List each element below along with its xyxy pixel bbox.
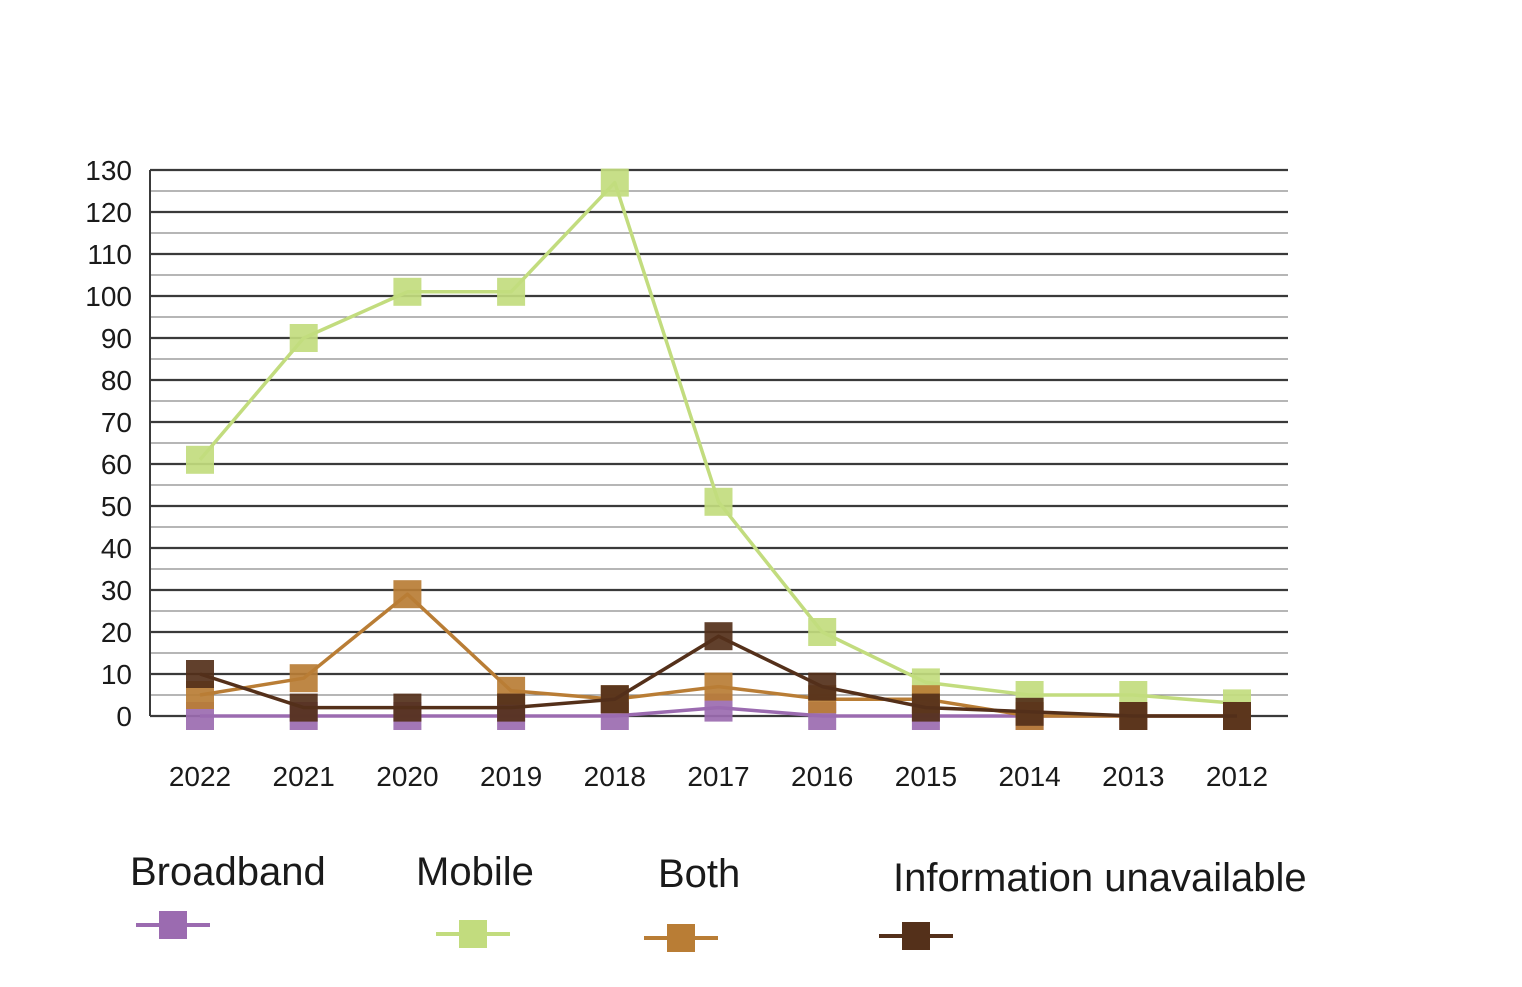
x-tick-label: 2017 xyxy=(687,761,749,792)
y-tick-label: 130 xyxy=(85,155,132,186)
x-tick-label: 2015 xyxy=(895,761,957,792)
x-axis-ticks: 2022 2021 2020 2019 2018 2017 2016 2015 2014 2013… xyxy=(169,761,1268,792)
data-point-mobile xyxy=(393,277,422,306)
x-tick-label: 2020 xyxy=(376,761,438,792)
y-tick-label: 110 xyxy=(87,239,132,270)
data-point-information-unavailable xyxy=(600,685,629,714)
legend-swatch-broadband xyxy=(136,911,210,939)
y-tick-label: 30 xyxy=(101,575,132,606)
data-point-information-unavailable xyxy=(186,660,214,688)
data-point-information-unavailable xyxy=(1015,697,1044,726)
y-tick-label: 50 xyxy=(101,491,132,522)
data-point-information-unavailable xyxy=(1119,702,1148,730)
y-tick-label: 0 xyxy=(116,701,132,732)
data-point-mobile xyxy=(289,324,318,352)
legend-item-information-unavailable: Information unavailable xyxy=(879,856,1393,956)
data-point-mobile xyxy=(600,168,629,197)
legend-item-broadband: Broadband xyxy=(130,850,390,950)
x-tick-label: 2013 xyxy=(1102,761,1164,792)
legend-swatch-both xyxy=(644,924,718,952)
y-tick-label: 120 xyxy=(85,197,132,228)
y-axis-ticks: 0 10 20 30 40 50 60 70 80 90 100 110 120 130 xyxy=(85,155,132,732)
legend-label-information-unavailable: Information unavailable xyxy=(893,856,1307,900)
data-point-information-unavailable xyxy=(808,672,837,701)
x-tick-label: 2022 xyxy=(169,761,231,792)
y-tick-label: 70 xyxy=(101,407,132,438)
data-point-information-unavailable xyxy=(289,693,318,722)
x-tick-label: 2018 xyxy=(584,761,646,792)
legend-swatch-information-unavailable xyxy=(879,922,953,950)
y-tick-label: 90 xyxy=(101,323,132,354)
grid-lines xyxy=(149,168,1288,718)
x-tick-label: 2021 xyxy=(273,761,335,792)
x-tick-label: 2012 xyxy=(1206,761,1268,792)
x-tick-label: 2016 xyxy=(791,761,853,792)
data-point-mobile xyxy=(808,618,837,646)
y-tick-label: 100 xyxy=(85,281,132,312)
series-lines xyxy=(186,168,1251,730)
data-point-information-unavailable xyxy=(704,622,733,651)
data-point-information-unavailable xyxy=(911,693,940,722)
data-point-information-unavailable xyxy=(1223,702,1251,730)
data-point-mobile xyxy=(704,487,733,516)
y-tick-label: 40 xyxy=(101,533,132,564)
legend-label-mobile: Mobile xyxy=(416,850,534,894)
y-tick-label: 10 xyxy=(101,659,132,690)
data-point-both xyxy=(704,672,733,701)
data-point-information-unavailable xyxy=(393,693,422,722)
series-information-unavailable xyxy=(186,622,1251,730)
legend-label-broadband: Broadband xyxy=(130,850,326,894)
y-tick-label: 20 xyxy=(101,617,132,648)
data-point-both xyxy=(393,580,422,609)
data-point-information-unavailable xyxy=(497,693,526,722)
legend-label-both: Both xyxy=(658,852,741,896)
data-point-mobile xyxy=(186,445,214,474)
data-point-mobile xyxy=(497,277,526,306)
data-point-both xyxy=(289,664,318,693)
legend-item-mobile: Mobile xyxy=(416,850,616,950)
legend-swatch-mobile xyxy=(436,920,510,948)
y-tick-label: 60 xyxy=(101,449,132,480)
x-tick-label: 2014 xyxy=(998,761,1060,792)
x-tick-label: 2019 xyxy=(480,761,542,792)
y-tick-label: 80 xyxy=(101,365,132,396)
legend-item-both: Both xyxy=(644,852,858,952)
